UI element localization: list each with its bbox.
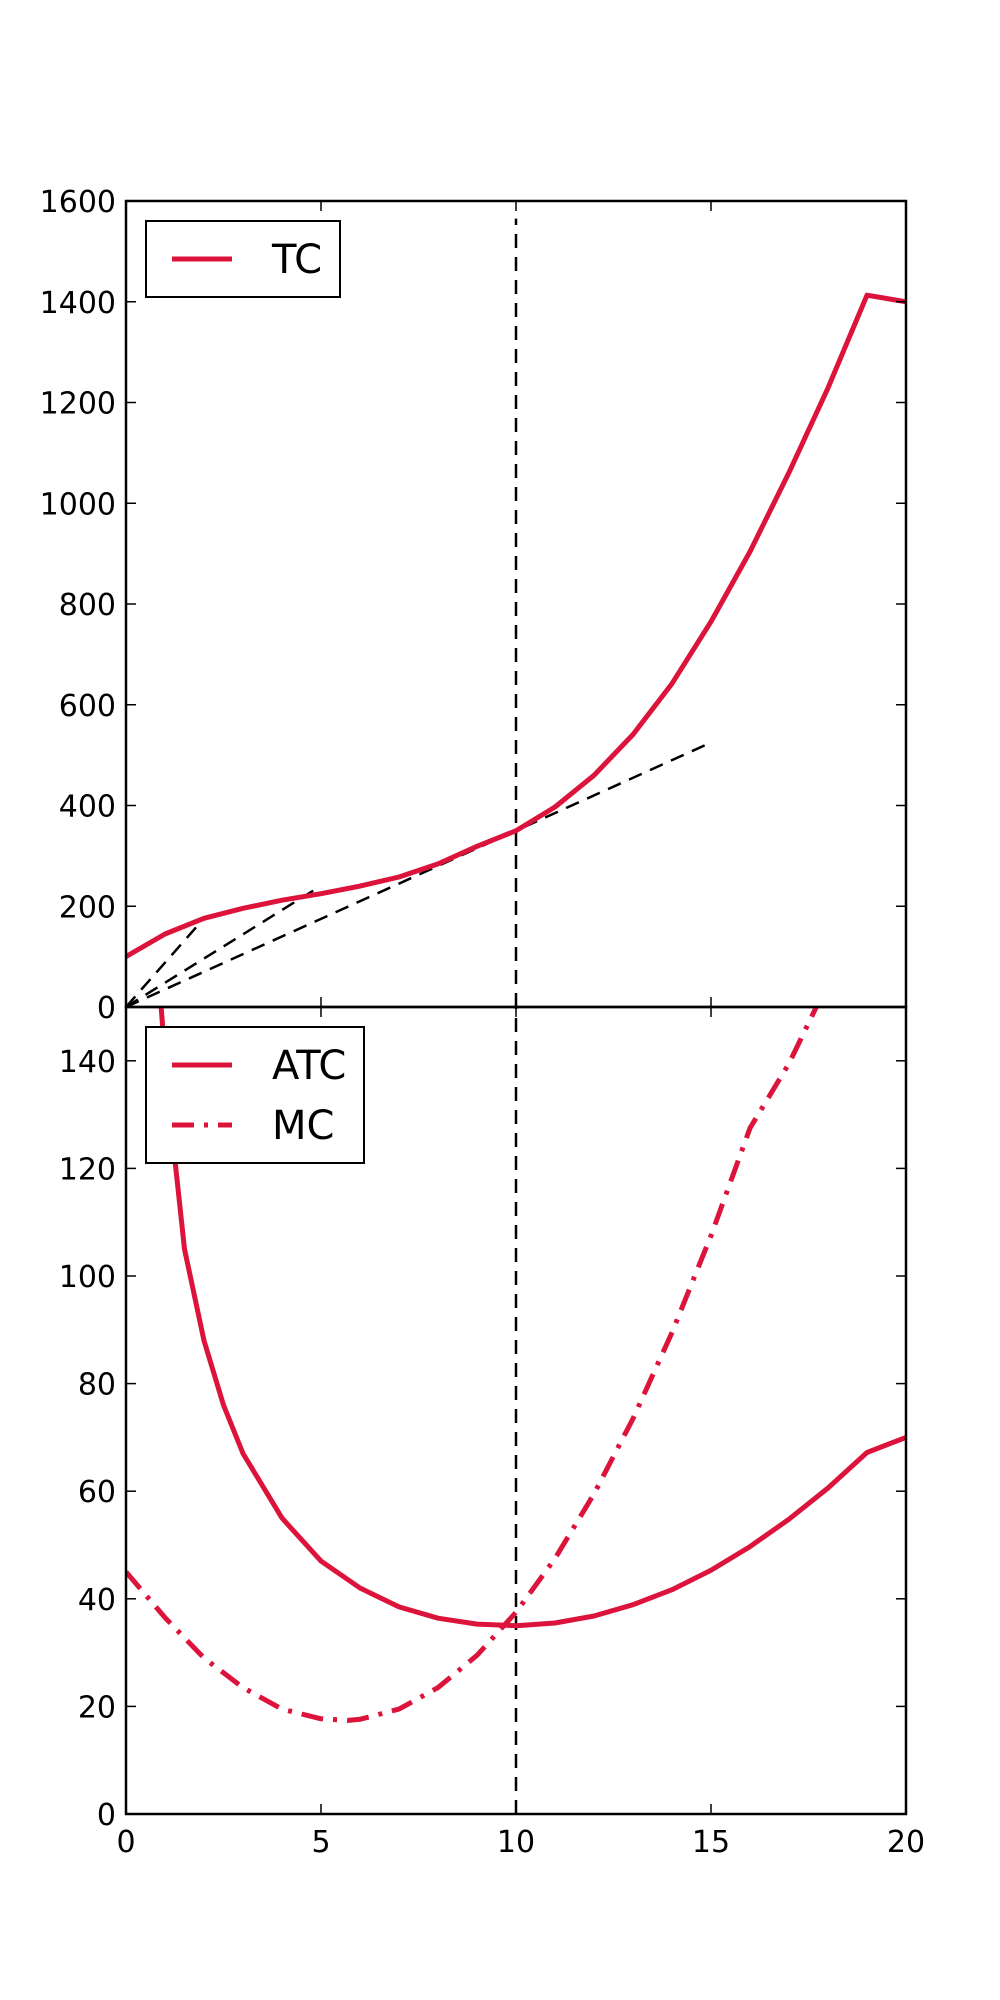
y-tick-label: 100	[59, 1260, 116, 1295]
y-tick-label: 120	[59, 1152, 116, 1187]
plot-area	[126, 218, 906, 1007]
average-cost-ray-2	[126, 889, 314, 1007]
y-tick-label: 400	[59, 790, 116, 825]
series-line-tc	[126, 292, 906, 959]
legend-label-atc: ATC	[272, 1043, 346, 1089]
legend-label-tc: TC	[271, 237, 322, 283]
legend-label-mc: MC	[272, 1103, 334, 1149]
y-tick-label: 1200	[40, 387, 116, 422]
y-tick-label: 1400	[40, 286, 116, 321]
series-line-mc	[126, 1007, 819, 1723]
x-tick-label: 20	[887, 1825, 925, 1860]
plot-area	[126, 1007, 906, 1814]
y-tick-label: 80	[78, 1368, 116, 1403]
y-tick-label: 20	[78, 1690, 116, 1725]
y-tick-label: 0	[97, 991, 116, 1026]
y-tick-label: 600	[59, 689, 116, 724]
series-line-atc	[158, 1007, 906, 1629]
x-tick-label: 15	[692, 1825, 730, 1860]
y-tick-label: 200	[59, 890, 116, 925]
legend: TC	[145, 220, 341, 298]
y-tick-label: 1000	[40, 487, 116, 522]
y-tick-label: 40	[78, 1583, 116, 1618]
y-tick-label: 800	[59, 588, 116, 623]
y-tick-label: 60	[78, 1475, 116, 1510]
average-cost-ray-1	[126, 917, 205, 1007]
y-tick-label: 1600	[40, 185, 116, 220]
legend-box	[145, 1026, 365, 1164]
x-tick-label: 10	[497, 1825, 535, 1860]
average-cost-ray-3	[126, 741, 712, 1007]
y-tick-label: 0	[97, 1798, 116, 1833]
x-tick-label: 0	[116, 1825, 135, 1860]
x-tick-label: 5	[311, 1825, 330, 1860]
top-panel-tc: 0 200 400 600 800 1000 1200 1400 1600 TC	[40, 185, 908, 1026]
y-tick-label: 140	[59, 1045, 116, 1080]
bottom-panel-atc-mc: 0 20 40 60 80 100 120 140 0 5 10 15 20 ATC MC	[59, 1005, 925, 1860]
legend: ATC MC	[145, 1026, 365, 1164]
